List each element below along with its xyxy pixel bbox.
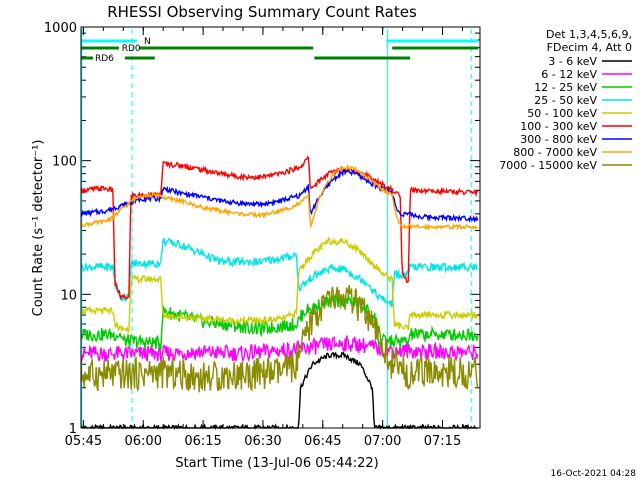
series-group xyxy=(80,155,479,431)
x-tick-label: 06:45 xyxy=(304,434,341,449)
timestamp: 16-Oct-2021 04:28 xyxy=(551,469,637,479)
chart-title: RHESSI Observing Summary Count Rates xyxy=(107,3,417,21)
series-300-800-kevline xyxy=(81,168,479,224)
legend-header-line1: Det 1,3,4,5,6,9, xyxy=(546,28,632,41)
x-tick-label: 07:00 xyxy=(364,434,401,449)
night-label: N xyxy=(144,37,151,47)
series-12-25-kevline xyxy=(80,292,479,350)
legend-label: 800 - 7000 keV xyxy=(513,146,597,159)
x-tick-label: 07:15 xyxy=(424,434,461,449)
legend-label: 6 - 12 keV xyxy=(541,68,597,81)
y-tick-label: 1000 xyxy=(44,21,77,36)
rd6-label: RD6 xyxy=(95,54,114,64)
x-tick-label: 05:45 xyxy=(65,434,102,449)
axis-ticks: 05:45 06:00 06:15 06:30 06:45 07:00 07:15 1 10 10… xyxy=(44,21,480,449)
y-tick-label: 10 xyxy=(60,288,77,303)
legend-label: 12 - 25 keV xyxy=(534,81,597,94)
x-axis-label: Start Time (13-Jul-06 05:44:22) xyxy=(175,456,378,471)
legend-label: 3 - 6 keV xyxy=(548,55,597,68)
y-axis-label: Count Rate (s⁻¹ detector⁻¹) xyxy=(31,140,46,317)
series-800-7000-kevline xyxy=(80,163,478,232)
legend-label: 25 - 50 keV xyxy=(534,94,597,107)
series-100-300-kevline xyxy=(80,155,479,300)
series-7000-15000-kevline xyxy=(80,285,479,393)
series-25-50-kevline xyxy=(80,237,478,307)
y-tick-label: 100 xyxy=(52,155,77,170)
legend-label: 50 - 100 keV xyxy=(527,107,597,120)
series-6-12-kevline xyxy=(80,335,479,363)
legend-label: 7000 - 15000 keV xyxy=(499,159,597,172)
legend-label: 100 - 300 keV xyxy=(520,120,597,133)
x-tick-label: 06:00 xyxy=(125,434,162,449)
rd0-label: RD0 xyxy=(122,44,141,54)
x-tick-label: 06:15 xyxy=(184,434,221,449)
legend-label: 300 - 800 keV xyxy=(520,133,597,146)
series-50-100-kevline xyxy=(80,236,478,335)
x-tick-label: 06:30 xyxy=(244,434,281,449)
legend-header-line2: FDecim 4, Att 0 xyxy=(547,41,632,54)
plot-frame xyxy=(80,26,481,429)
y-tick-label: 1 xyxy=(69,422,77,437)
